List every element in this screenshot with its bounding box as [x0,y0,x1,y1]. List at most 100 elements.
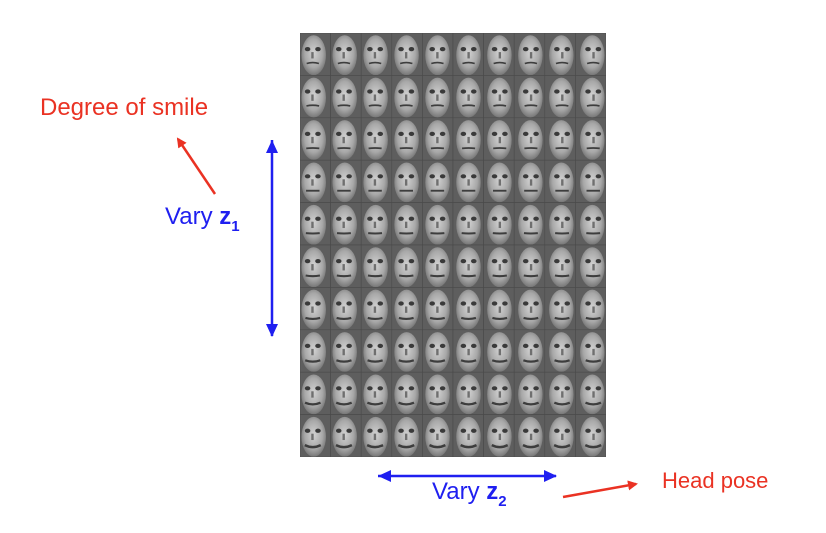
face-thumbnail [422,159,454,203]
face-thumbnail [483,244,515,288]
vary-z2-subscript: 2 [498,493,507,510]
face-thumbnail [300,371,331,415]
face-thumbnail [483,414,515,457]
head-pose-arrow [562,480,638,499]
face-thumbnail [544,117,576,161]
smile-arrow [176,137,217,195]
face-thumbnail [330,371,362,415]
face-thumbnail [330,414,362,457]
face-thumbnail [483,371,515,415]
face-thumbnail [360,287,393,331]
vary-z2-label: Vary z2 [432,478,507,510]
face-thumbnail [483,329,515,373]
face-thumbnail [300,414,331,457]
face-thumbnail [422,329,454,373]
face-thumbnail [483,117,515,161]
face-thumbnail [300,117,331,161]
face-thumbnail [483,159,515,203]
face-thumbnail [452,371,484,415]
vary-z2-variable: z [486,478,499,505]
face-thumbnail [360,244,393,288]
face-thumbnail [452,117,484,161]
face-thumbnail [391,329,423,373]
face-thumbnail [360,414,393,457]
face-thumbnail [452,159,484,203]
vary-z1-variable: z [219,203,232,230]
face-thumbnail [391,202,423,246]
face-thumbnail [330,287,362,331]
face-thumbnail [544,329,576,373]
face-thumbnail [300,75,331,119]
face-thumbnail [575,33,606,76]
face-thumbnail [391,159,423,203]
face-thumbnail [544,414,576,457]
face-thumbnail [513,371,546,415]
face-thumbnail [360,202,393,246]
face-thumbnail [391,75,423,119]
face-thumbnail [544,244,576,288]
face-thumbnail [391,287,423,331]
face-thumbnail [513,159,546,203]
face-thumbnail [452,329,484,373]
face-thumbnail [360,75,393,119]
face-thumbnail [544,371,576,415]
face-thumbnail [483,33,515,76]
face-thumbnail [452,202,484,246]
face-thumbnail [330,159,362,203]
face-thumbnail [575,244,606,288]
face-thumbnail [544,33,576,76]
face-thumbnail [422,244,454,288]
face-thumbnail [452,33,484,76]
face-thumbnail [422,75,454,119]
face-thumbnail [544,202,576,246]
face-thumbnail [575,117,606,161]
face-thumbnail [300,33,331,76]
face-thumbnail [483,75,515,119]
face-thumbnail [422,414,454,457]
vary-z1-label: Vary z1 [165,203,240,235]
face-thumbnail [452,414,484,457]
face-thumbnail [300,202,331,246]
face-thumbnail [483,202,515,246]
face-thumbnail [360,117,393,161]
vary-z2-prefix: Vary [432,478,487,505]
face-thumbnail [544,159,576,203]
degree-of-smile-label: Degree of smile [40,94,209,121]
face-thumbnail [544,75,576,119]
face-thumbnail [483,287,515,331]
face-thumbnail [391,117,423,161]
face-thumbnail [452,75,484,119]
face-thumbnail [360,33,393,76]
face-image-grid [300,33,606,457]
face-thumbnail [575,287,606,331]
face-thumbnail [452,244,484,288]
face-thumbnail [575,75,606,119]
vary-z1-prefix: Vary [165,203,220,230]
face-thumbnail [513,202,546,246]
face-thumbnail [513,117,546,161]
face-thumbnail [575,202,606,246]
face-thumbnail [513,244,546,288]
face-thumbnail [575,329,606,373]
face-thumbnail [330,244,362,288]
head-pose-label: Head pose [662,468,769,493]
face-thumbnail [391,33,423,76]
face-thumbnail [330,202,362,246]
face-thumbnail [360,329,393,373]
vary-z1-subscript: 1 [231,218,240,235]
face-thumbnail [544,287,576,331]
face-thumbnail [360,371,393,415]
face-thumbnail [300,329,331,373]
face-thumbnail [452,287,484,331]
face-thumbnail [422,33,454,76]
face-thumbnail [513,33,546,76]
face-thumbnail [300,244,331,288]
face-thumbnail [422,202,454,246]
face-thumbnail [300,287,331,331]
face-thumbnail [513,329,546,373]
face-thumbnail [575,414,606,457]
face-thumbnail [360,159,393,203]
face-thumbnail [391,244,423,288]
face-thumbnail [575,159,606,203]
